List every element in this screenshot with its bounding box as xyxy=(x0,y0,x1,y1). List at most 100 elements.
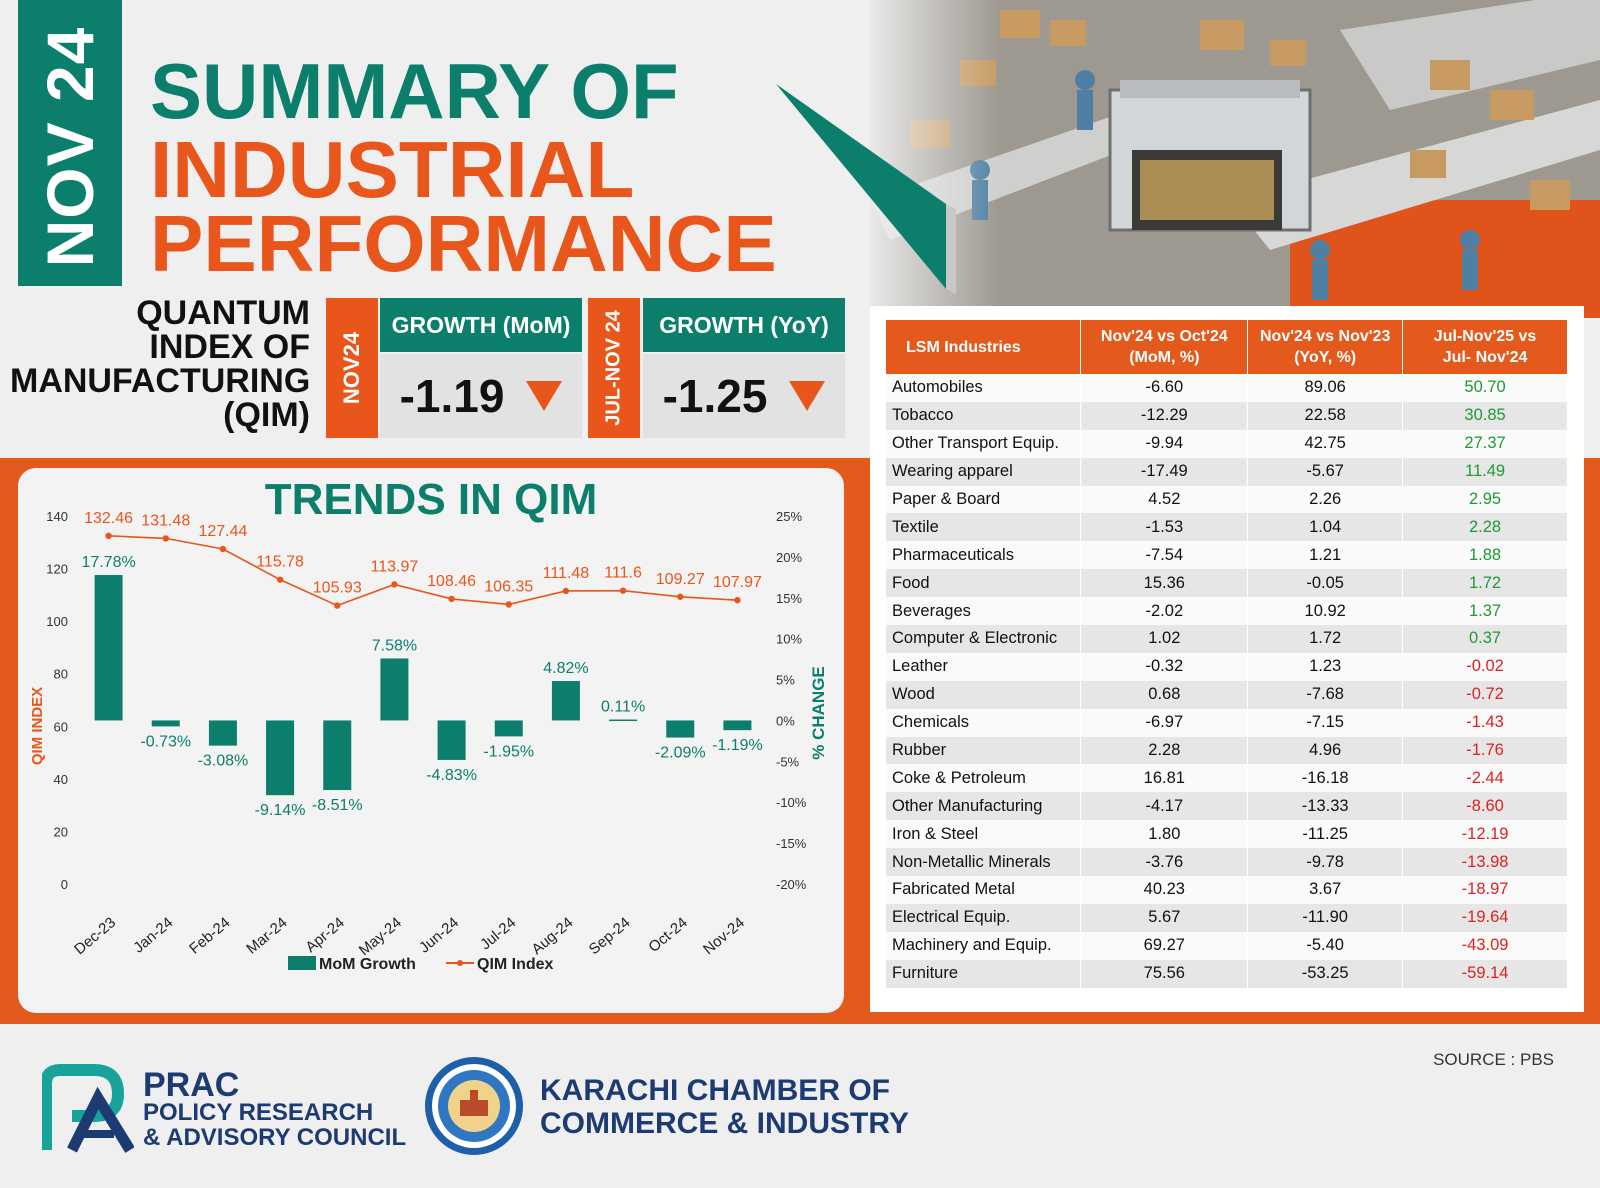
cumulative-value-cell: -13.98 xyxy=(1402,848,1568,877)
y-tick-right: 20% xyxy=(776,550,802,565)
chart-card: TRENDS IN QIM QIM INDEX % CHANGE 0 20 40 60… xyxy=(18,468,844,1013)
y-tick-right: -15% xyxy=(776,836,807,851)
mom-growth-label: -0.73% xyxy=(140,733,191,750)
mom-growth-label: -3.08% xyxy=(198,753,249,770)
qim-index-label: 127.44 xyxy=(198,523,247,540)
x-tick-label: Nov-24 xyxy=(700,914,748,958)
mom-value-cell: -0.32 xyxy=(1080,652,1249,681)
yoy-period: JUL-NOV 24 xyxy=(602,310,625,426)
source-note: SOURCE : PBS xyxy=(1433,1050,1554,1069)
qim-label: QUANTUM INDEX OF MANUFACTURING (QIM) xyxy=(10,296,310,432)
mom-value-cell: -7.54 xyxy=(1080,541,1249,570)
cumulative-value-cell: 0.37 xyxy=(1402,625,1568,653)
cumulative-value-cell: -1.76 xyxy=(1402,736,1568,765)
mom-value-cell: -2.02 xyxy=(1080,597,1249,626)
yoy-value-cell: 89.06 xyxy=(1247,374,1404,402)
yoy-value-cell: -13.33 xyxy=(1247,792,1404,821)
qim-label-line: INDEX OF xyxy=(149,328,310,366)
mom-growth-label: -4.83% xyxy=(426,767,477,784)
mom-growth-label: -1.95% xyxy=(483,743,534,760)
y-tick-left: 60 xyxy=(54,719,68,734)
table-row: Chemicals -6.97 -7.15 -1.43 xyxy=(886,708,1568,737)
qim-index-point xyxy=(734,596,741,604)
down-arrow-icon xyxy=(526,381,563,411)
qim-index-label: 111.48 xyxy=(543,565,590,582)
yoy-value-cell: -11.90 xyxy=(1247,903,1404,932)
table-row: Computer & Electronic 1.02 1.72 0.37 xyxy=(886,625,1568,653)
cumulative-value-cell: 11.49 xyxy=(1402,457,1568,486)
qim-index-label: 131.48 xyxy=(141,512,190,529)
qim-index-label: 107.97 xyxy=(713,574,762,591)
table-row: Tobacco -12.29 22.58 30.85 xyxy=(886,401,1568,430)
cumulative-value-cell: 27.37 xyxy=(1402,429,1568,458)
yoy-value-cell: 10.92 xyxy=(1247,597,1404,626)
legend-line-marker xyxy=(457,960,463,966)
mom-value-cell: -3.76 xyxy=(1080,848,1249,877)
mom-value-cell: -17.49 xyxy=(1080,457,1249,486)
qim-index-label: 105.93 xyxy=(313,580,362,597)
mom-value-cell: -12.29 xyxy=(1080,401,1249,430)
qim-index-point xyxy=(448,595,455,603)
y-tick-right: -10% xyxy=(776,795,807,810)
x-tick-label: May-24 xyxy=(356,914,405,959)
mom-period-tab: NOV24 xyxy=(326,298,378,438)
mom-growth-label: -8.51% xyxy=(312,797,363,814)
qim-index-point xyxy=(334,602,341,609)
table-row: Pharmaceuticals -7.54 1.21 1.88 xyxy=(886,541,1568,570)
x-tick-label: Oct-24 xyxy=(645,914,690,956)
table-row: Other Transport Equip. -9.94 42.75 27.37 xyxy=(886,429,1568,458)
table-row: Wearing apparel -17.49 -5.67 11.49 xyxy=(886,457,1568,486)
legend-bar-swatch xyxy=(288,956,316,970)
industry-name: Chemicals xyxy=(886,708,1082,737)
industry-name: Textile xyxy=(886,513,1082,542)
x-tick-label: Feb-24 xyxy=(186,914,233,958)
mom-growth-label: -2.09% xyxy=(655,745,706,762)
header-industries: LSM Industries xyxy=(886,320,1082,374)
cumulative-value-cell: -19.64 xyxy=(1402,903,1568,932)
qim-index-point xyxy=(677,593,684,600)
yoy-value-cell: 1.04 xyxy=(1247,513,1404,542)
cumulative-value-cell: 1.72 xyxy=(1402,569,1568,598)
cumulative-value-cell: 1.37 xyxy=(1402,597,1568,626)
industry-name: Electrical Equip. xyxy=(886,903,1082,932)
mom-value-cell: 40.23 xyxy=(1080,876,1249,904)
x-tick-label: Sep-24 xyxy=(586,914,634,958)
cumulative-value-cell: -59.14 xyxy=(1402,959,1568,988)
mom-growth-bar xyxy=(323,720,352,791)
mom-growth-label: 7.58% xyxy=(372,637,417,654)
date-tab: NOV 24 xyxy=(18,0,122,286)
mom-value-cell: -6.60 xyxy=(1080,374,1249,402)
mom-period: NOV24 xyxy=(339,331,364,405)
y-tick-left: 0 xyxy=(61,877,68,892)
mom-growth-bar xyxy=(551,681,580,721)
industry-name: Wearing apparel xyxy=(886,457,1082,486)
industry-name: Tobacco xyxy=(886,401,1082,430)
mom-value-cell: 0.68 xyxy=(1080,680,1249,709)
industry-name: Furniture xyxy=(886,959,1082,988)
industry-name: Fabricated Metal xyxy=(886,876,1082,904)
industry-name: Food xyxy=(886,569,1082,598)
industry-name: Non-Metallic Minerals xyxy=(886,848,1082,877)
mom-header: GROWTH (MoM) xyxy=(380,298,582,352)
mom-value-box: -1.19 xyxy=(380,354,582,438)
prac-line-2: POLICY RESEARCH xyxy=(143,1099,374,1126)
yoy-value-box: -1.25 xyxy=(643,354,845,438)
mom-value: -1.19 xyxy=(399,370,505,422)
qim-index-point xyxy=(105,532,112,540)
yoy-value-cell: 22.58 xyxy=(1247,401,1404,430)
yoy-value-cell: 1.72 xyxy=(1247,625,1404,653)
yoy-value-cell: 1.23 xyxy=(1247,652,1404,681)
mom-value-cell: -6.97 xyxy=(1080,708,1249,737)
mom-value-cell: -1.53 xyxy=(1080,513,1249,542)
y-tick-left: 100 xyxy=(46,614,68,629)
mom-value-cell: 2.28 xyxy=(1080,736,1249,765)
mom-value-cell: 1.02 xyxy=(1080,625,1249,653)
industry-name: Paper & Board xyxy=(886,485,1082,514)
mom-growth-bar xyxy=(437,720,466,760)
mom-value-cell: 5.67 xyxy=(1080,903,1249,932)
qim-index-label: 132.46 xyxy=(84,510,133,527)
mom-growth-bar xyxy=(151,720,180,727)
table-row: Rubber 2.28 4.96 -1.76 xyxy=(886,736,1568,765)
qim-index-point xyxy=(619,587,627,594)
title-line-3: PERFORMANCE xyxy=(150,199,777,288)
